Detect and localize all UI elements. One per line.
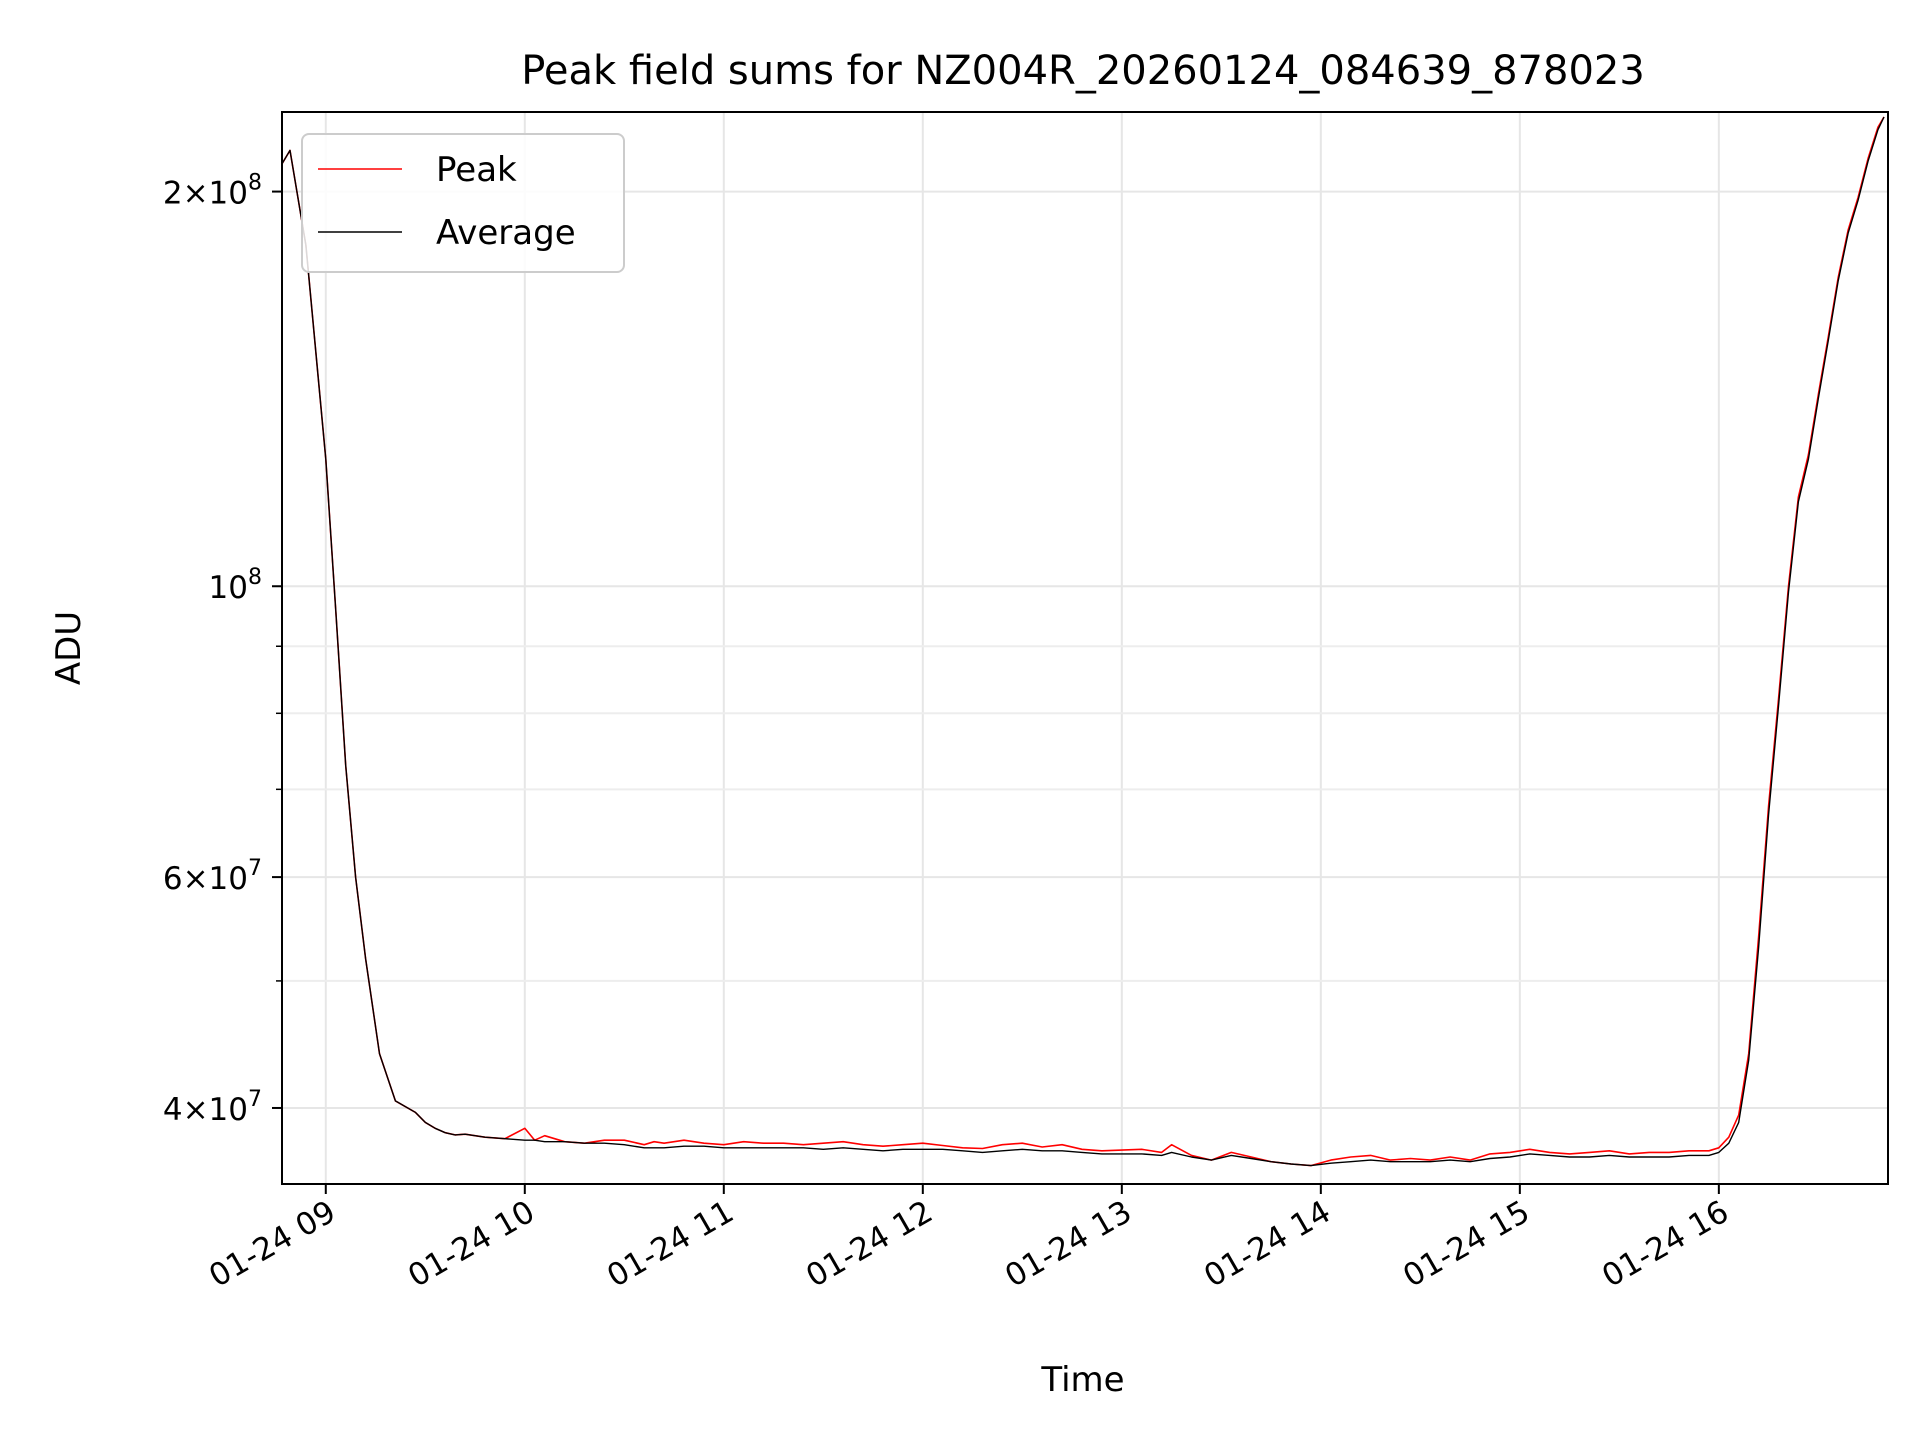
plot-frame bbox=[281, 111, 1889, 1185]
grid bbox=[282, 112, 1888, 1184]
series-line-average bbox=[282, 116, 1885, 1167]
y-axis-label: ADU bbox=[49, 611, 89, 685]
y-tick-label: 2×108 bbox=[163, 171, 262, 212]
x-axis-label: Time bbox=[1040, 1360, 1124, 1400]
y-tick-label: 6×107 bbox=[163, 856, 262, 897]
plot-area bbox=[282, 116, 1885, 1167]
y-tick-label: 4×107 bbox=[163, 1087, 262, 1128]
chart-title: Peak field sums for NZ004R_20260124_0846… bbox=[521, 48, 1645, 94]
legend-peak-label: Peak bbox=[436, 150, 517, 190]
legend-average-label: Average bbox=[436, 213, 576, 253]
legend: Peak Average bbox=[301, 133, 625, 273]
